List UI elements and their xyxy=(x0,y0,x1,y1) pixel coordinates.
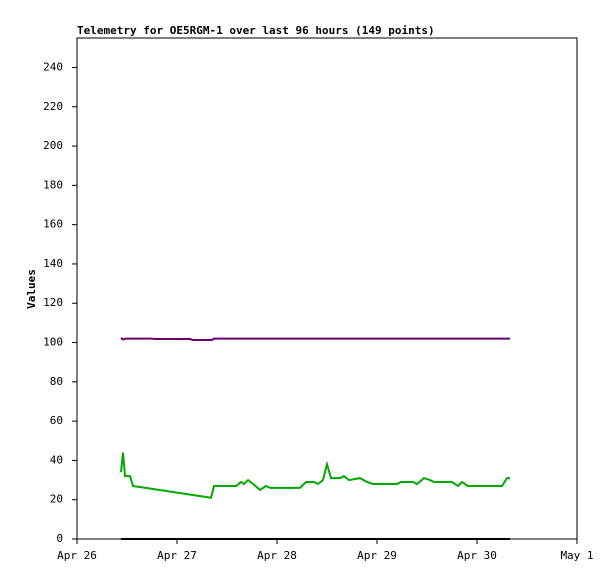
y-tick-label: 220 xyxy=(43,100,63,113)
y-tick-label: 140 xyxy=(43,257,63,270)
y-tick-label: 120 xyxy=(43,296,63,309)
y-tick-label: 180 xyxy=(43,178,63,191)
x-tick-label: May 1 xyxy=(560,549,593,562)
y-tick-label: 200 xyxy=(43,139,63,152)
x-tick-label: Apr 27 xyxy=(157,549,197,562)
y-tick-label: 100 xyxy=(43,336,63,349)
y-tick-label: 20 xyxy=(50,493,63,506)
series-line xyxy=(120,452,510,499)
x-tick-label: Apr 29 xyxy=(357,549,397,562)
y-axis-label: Values xyxy=(25,269,38,309)
y-tick-label: 40 xyxy=(50,453,63,466)
y-tick-label: 0 xyxy=(56,532,63,545)
x-tick-label: Apr 28 xyxy=(257,549,297,562)
chart-title: Telemetry for OE5RGM-1 over last 96 hour… xyxy=(77,24,435,37)
y-tick-label: 240 xyxy=(43,60,63,73)
y-tick-label: 160 xyxy=(43,218,63,231)
x-tick-label: Apr 30 xyxy=(457,549,497,562)
x-tick-label: Apr 26 xyxy=(57,549,97,562)
y-tick-label: 60 xyxy=(50,414,63,427)
y-tick-label: 80 xyxy=(50,375,63,388)
series-line xyxy=(120,337,510,341)
